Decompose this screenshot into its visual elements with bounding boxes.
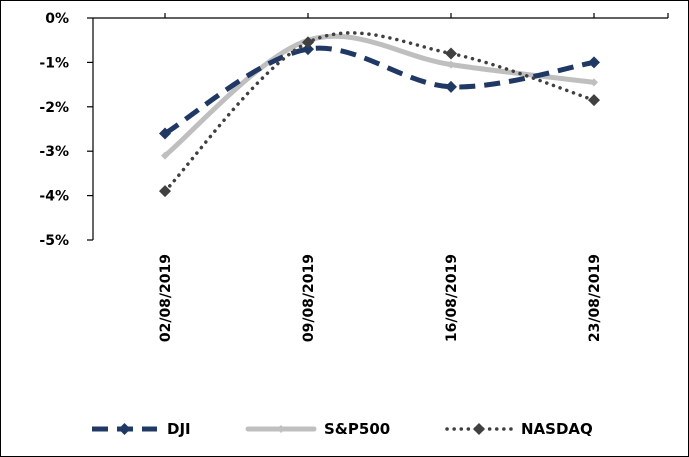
- data-point-nasdaq: [159, 185, 171, 198]
- series-line-dji: [163, 45, 595, 136]
- data-point-dji: [445, 80, 457, 93]
- y-axis-tick-labels: 0% -1% -2% -3% -4% -5%: [39, 11, 69, 249]
- y-tick-label: 0%: [45, 11, 69, 27]
- series-line-s-p500: [162, 33, 597, 159]
- legend-marker: [473, 423, 485, 435]
- x-axis-tick-labels: 02/08/2019 09/08/2019 16/08/2019 23/08/2019: [158, 254, 603, 342]
- data-point-dji: [302, 43, 314, 56]
- legend-item-nasdaq: NASDAQ: [445, 420, 593, 438]
- x-tick-label: 16/08/2019: [444, 254, 460, 342]
- data-point-s-p500: [447, 60, 455, 69]
- series-nasdaq: [159, 31, 600, 198]
- legend-marker: [277, 425, 285, 433]
- y-tick-label: -2%: [39, 100, 69, 116]
- data-point-nasdaq: [445, 47, 457, 60]
- y-tick-label: -5%: [39, 233, 69, 249]
- x-tick-label: 09/08/2019: [301, 254, 317, 342]
- plot-area: [159, 31, 600, 198]
- legend-label: DJI: [167, 420, 191, 438]
- series-line-nasdaq: [163, 31, 596, 193]
- data-point-dji: [159, 127, 171, 140]
- legend-label: S&P500: [324, 420, 390, 438]
- legend-label: NASDAQ: [521, 420, 593, 438]
- data-point-s-p500: [590, 78, 598, 87]
- series-s-p500: [161, 33, 598, 160]
- y-tick-label: -4%: [39, 189, 69, 205]
- data-point-dji: [588, 56, 600, 69]
- legend-item-dji: DJI: [92, 420, 191, 438]
- data-point-nasdaq: [588, 94, 600, 107]
- data-point-nasdaq: [302, 36, 314, 49]
- y-tick-label: -1%: [39, 55, 69, 71]
- legend-item-s-p500: S&P500: [245, 420, 390, 438]
- legend: DJI S&P500 NASDAQ: [92, 420, 593, 438]
- y-tick-label: -3%: [39, 144, 69, 160]
- legend-marker: [118, 423, 131, 435]
- series-dji: [159, 43, 600, 140]
- x-tick-label: 23/08/2019: [587, 254, 603, 342]
- x-tick-label: 02/08/2019: [158, 254, 174, 342]
- axes: [87, 13, 669, 241]
- data-point-s-p500: [161, 151, 169, 160]
